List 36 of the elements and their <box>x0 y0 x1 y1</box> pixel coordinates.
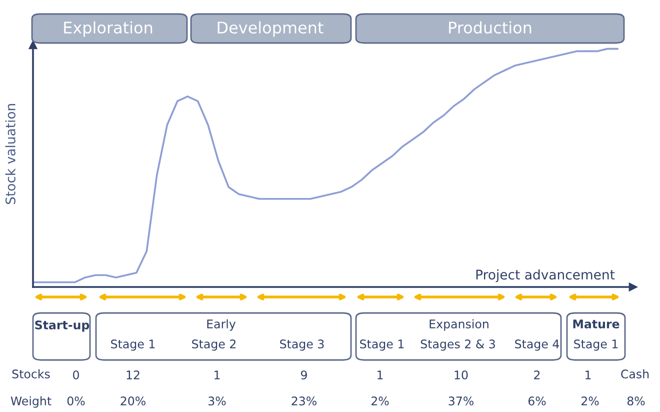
text: 1 <box>378 370 383 380</box>
text: Stage 4 <box>515 339 560 351</box>
text: 23% <box>292 396 316 406</box>
text: Stage 2 <box>192 339 236 351</box>
x-axis-title: Project advancement <box>476 269 615 282</box>
text: Stage 1 <box>360 339 404 351</box>
text: 2% <box>372 396 389 406</box>
text: 3% <box>208 396 226 406</box>
text: Cash <box>621 369 649 378</box>
text: Expansion <box>430 319 488 331</box>
text: 10 <box>454 370 468 380</box>
text: 2% <box>582 396 599 406</box>
y-axis-title: Stock valuation <box>5 104 16 204</box>
text: Stage 3 <box>280 339 324 351</box>
text: Stages 2 & 3 <box>420 339 495 351</box>
text: 0% <box>67 396 85 406</box>
text: 6% <box>528 396 546 406</box>
text: Mature <box>573 320 620 328</box>
text: Development <box>218 21 324 37</box>
text: 8% <box>627 396 645 406</box>
text: Production <box>449 21 532 34</box>
text: Stocks <box>12 369 50 378</box>
text: 2 <box>534 370 540 380</box>
text: Stage 1 <box>111 339 155 351</box>
text: 1 <box>586 370 591 380</box>
text: 20% <box>120 396 146 406</box>
text: 0 <box>73 370 79 380</box>
text: Start-up <box>35 320 90 332</box>
text: Early <box>207 319 236 331</box>
text: Exploration <box>64 21 152 37</box>
text: 9 <box>300 370 307 380</box>
text: 1 <box>214 370 220 380</box>
text: Weight <box>10 396 52 408</box>
text: Stage 1 <box>574 339 618 351</box>
text: 12 <box>126 370 140 380</box>
text: 37% <box>448 396 474 406</box>
